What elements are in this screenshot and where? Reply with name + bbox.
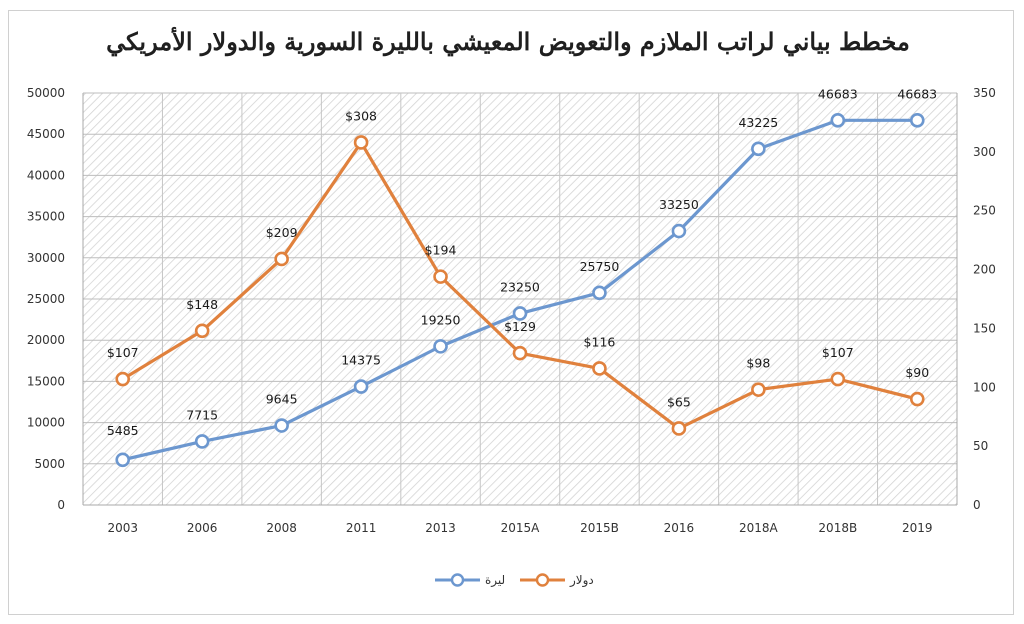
chart-frame <box>8 10 1014 615</box>
data-point-1 <box>194 323 210 339</box>
chart-title: مخطط بياني لراتب الملازم والتعويض المعيش… <box>106 25 910 57</box>
data-point-0 <box>751 141 766 157</box>
data-point-0 <box>115 452 131 468</box>
x-tick-label: 2015B <box>580 521 619 535</box>
x-tick-label: 2019 <box>902 521 933 535</box>
x-tick-label: 2015A <box>501 521 541 535</box>
data-point-0 <box>353 379 369 394</box>
data-label-1: $129 <box>504 319 536 334</box>
data-point-1 <box>671 421 687 436</box>
y-left-tick-label: 20000 <box>27 333 65 347</box>
data-label-0: 25750 <box>580 259 620 274</box>
x-tick-label: 2016 <box>664 521 695 535</box>
y-left-tick-label: 25000 <box>27 292 65 306</box>
x-tick-label: 2008 <box>266 521 297 535</box>
data-point-1 <box>751 382 766 397</box>
data-label-1: $116 <box>584 334 616 349</box>
legend-label-0: ليرة <box>485 573 505 588</box>
y-left-tick-label: 5000 <box>34 457 65 471</box>
data-point-0 <box>592 285 607 301</box>
y-left-tick-label: 0 <box>57 498 65 512</box>
y-right-tick-label: 200 <box>973 263 996 277</box>
data-point-1 <box>909 391 925 407</box>
y-right-tick-label: 250 <box>973 204 996 218</box>
y-right-tick-label: 50 <box>973 439 988 453</box>
data-label-1: $107 <box>107 345 139 360</box>
x-tick-label: 2013 <box>425 521 456 535</box>
data-point-1 <box>830 371 846 387</box>
data-label-0: 19250 <box>421 312 461 327</box>
data-point-0 <box>194 434 210 449</box>
data-label-1: $90 <box>905 365 929 380</box>
data-point-0 <box>512 306 528 321</box>
data-point-0 <box>671 223 687 239</box>
data-point-1 <box>433 269 448 284</box>
data-label-1: $308 <box>345 108 377 123</box>
data-label-0: 33250 <box>659 197 699 212</box>
data-label-0: 14375 <box>341 353 381 368</box>
data-point-1 <box>274 251 289 267</box>
data-label-1: $107 <box>822 345 854 360</box>
data-label-0: 9645 <box>266 392 298 407</box>
data-point-0 <box>830 113 846 128</box>
data-point-1 <box>115 371 131 387</box>
x-tick-label: 2011 <box>346 521 377 535</box>
x-tick-label: 2006 <box>187 521 218 535</box>
data-point-1 <box>592 361 607 376</box>
y-right-tick-label: 0 <box>973 498 981 512</box>
data-label-0: 5485 <box>107 423 139 438</box>
y-left-tick-label: 40000 <box>27 168 65 182</box>
data-label-0: 46683 <box>818 86 858 101</box>
data-label-0: 23250 <box>500 279 540 294</box>
y-left-tick-label: 10000 <box>27 416 65 430</box>
data-point-0 <box>909 113 925 128</box>
data-point-0 <box>433 339 448 354</box>
data-label-1: $194 <box>425 243 457 258</box>
data-label-0: 46683 <box>897 86 937 101</box>
x-tick-label: 2018A <box>739 521 779 535</box>
y-left-tick-label: 35000 <box>27 210 65 224</box>
y-left-tick-label: 30000 <box>27 251 65 265</box>
y-right-tick-label: 300 <box>973 145 996 159</box>
data-point-0 <box>274 418 289 433</box>
data-label-0: 7715 <box>186 407 218 422</box>
x-tick-label: 2003 <box>107 521 138 535</box>
data-label-1: $209 <box>266 225 298 240</box>
y-right-tick-label: 100 <box>973 380 996 394</box>
y-right-tick-label: 350 <box>973 86 996 100</box>
y-right-tick-label: 150 <box>973 321 996 335</box>
data-label-1: $98 <box>746 356 770 371</box>
data-point-1 <box>512 345 528 361</box>
legend-label-1: دولار <box>569 573 594 588</box>
y-left-tick-label: 50000 <box>27 86 65 100</box>
data-label-1: $65 <box>667 394 691 409</box>
y-left-tick-label: 45000 <box>27 127 65 141</box>
legend-marker-0 <box>450 573 465 587</box>
data-point-1 <box>353 135 369 150</box>
y-left-tick-label: 15000 <box>27 374 65 388</box>
x-tick-label: 2018B <box>818 521 857 535</box>
data-label-0: 43225 <box>738 115 778 130</box>
legend-marker-1 <box>535 573 550 587</box>
data-label-1: $148 <box>186 297 218 312</box>
